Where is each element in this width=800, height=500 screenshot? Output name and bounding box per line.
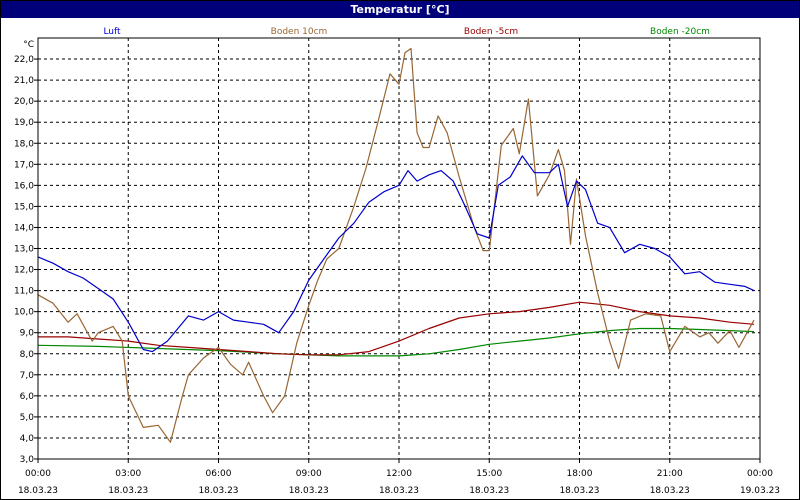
- series-line-boden-5cm: [38, 301, 755, 356]
- legend-label-luft: Luft: [103, 27, 121, 37]
- x-tick-date-label: 18.03.23: [379, 486, 419, 496]
- y-tick-label: 15,0: [14, 202, 34, 212]
- y-axis-unit: °C: [23, 40, 34, 50]
- y-tick-label: 13,0: [14, 245, 34, 255]
- x-tick-time-label: 00:00: [747, 469, 773, 479]
- y-tick-label: 9,0: [20, 329, 35, 339]
- x-tick-date-label: 18.03.23: [198, 486, 238, 496]
- legend-label-boden-20cm: Boden -20cm: [650, 27, 710, 37]
- y-tick-label: 18,0: [14, 139, 34, 149]
- axes: 3,0 4,0 5,0 6,0 7,0 8,0 9,0 10,0 11,0 12,0 13,0 14,…: [14, 40, 780, 496]
- x-tick-time-label: 15:00: [476, 469, 502, 479]
- x-tick-time-label: 12:00: [386, 469, 412, 479]
- y-tick-label: 8,0: [20, 350, 35, 360]
- y-tick-label: 6,0: [20, 392, 35, 402]
- y-tick-label: 14,0: [14, 223, 34, 233]
- legend-label-boden-10cm: Boden 10cm: [271, 27, 328, 37]
- grid: [38, 38, 760, 459]
- x-tick-date-label: 18.03.23: [289, 486, 329, 496]
- x-tick-time-label: 18:00: [567, 469, 593, 479]
- x-tick-time-label: 00:00: [25, 469, 51, 479]
- chart-title: Temperatur [°C]: [1, 1, 799, 18]
- y-tick-label: 22,0: [14, 55, 34, 65]
- y-tick-label: 11,0: [14, 287, 34, 297]
- series-lines: [37, 47, 755, 443]
- y-tick-label: 3,0: [20, 455, 35, 465]
- legend: Luft Boden 10cm Boden -5cm Boden -20cm: [103, 27, 710, 37]
- x-tick-time-label: 21:00: [657, 469, 683, 479]
- x-tick-date-label: 18.03.23: [108, 486, 148, 496]
- series-line-luft: [37, 155, 755, 353]
- y-tick-label: 10,0: [14, 308, 34, 318]
- series-line-boden-20cm: [37, 327, 755, 357]
- y-tick-label: 19,0: [14, 118, 34, 128]
- x-tick-time-label: 03:00: [115, 469, 141, 479]
- y-tick-label: 5,0: [20, 413, 35, 423]
- x-tick-date-label: 18.03.23: [559, 486, 599, 496]
- y-tick-label: 21,0: [14, 76, 34, 86]
- x-tick-time-label: 09:00: [296, 469, 322, 479]
- y-tick-label: 17,0: [14, 160, 34, 170]
- x-tick-date-label: 18.03.23: [18, 486, 58, 496]
- legend-label-boden-5cm: Boden -5cm: [464, 27, 518, 37]
- y-tick-label: 4,0: [20, 434, 35, 444]
- y-tick-label: 20,0: [14, 97, 34, 107]
- x-tick-time-label: 06:00: [206, 469, 232, 479]
- x-tick-date-label: 18.03.23: [650, 486, 690, 496]
- y-tick-label: 7,0: [20, 371, 35, 381]
- x-tick-date-label: 18.03.23: [469, 486, 509, 496]
- y-tick-label: 12,0: [14, 266, 34, 276]
- x-tick-date-label: 19.03.23: [740, 486, 780, 496]
- series-line-boden-10cm: [37, 47, 755, 443]
- y-tick-label: 16,0: [14, 181, 34, 191]
